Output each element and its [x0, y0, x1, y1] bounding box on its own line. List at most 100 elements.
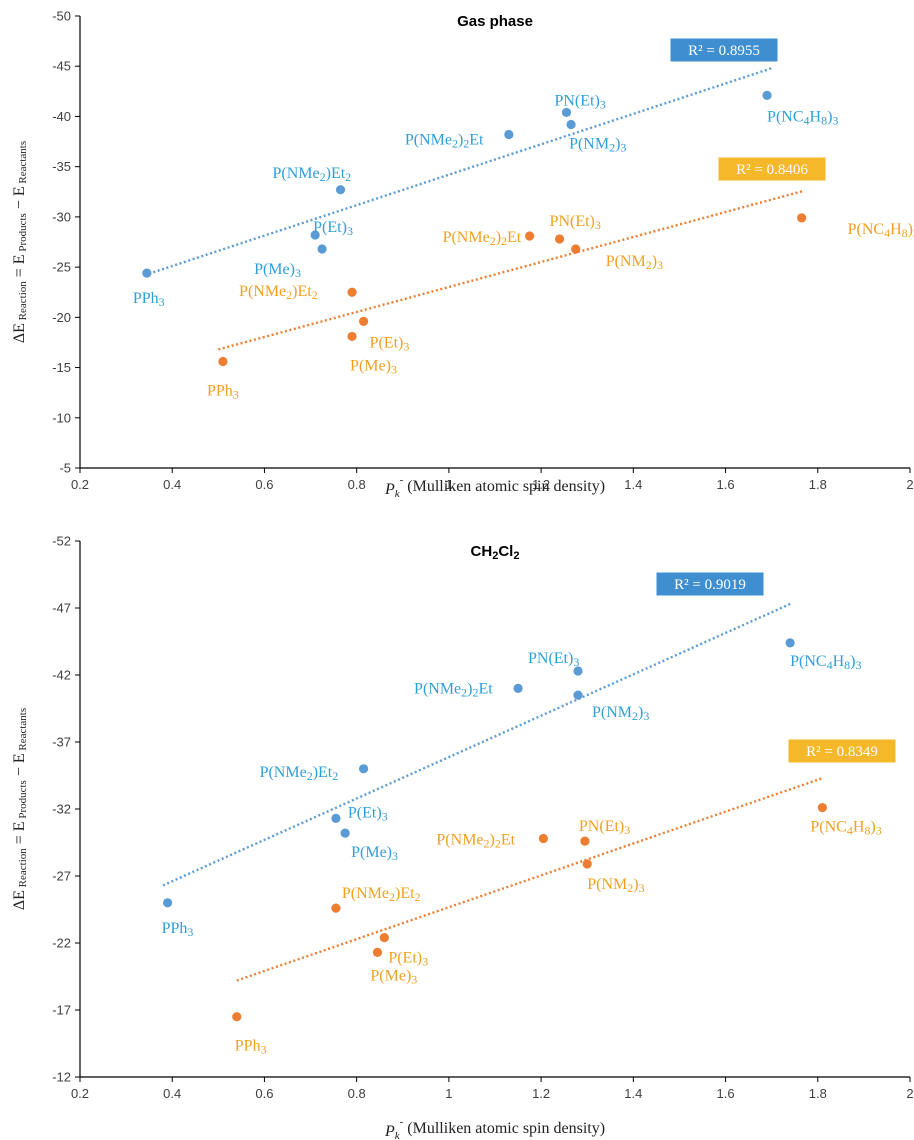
- x-tick-label: 0.2: [71, 477, 89, 492]
- chart-panel-ch2cl2: -12 -17 -22 -27 -32 -37 -42 -47 -52 0.2 0.4 0.6 0.8 1…: [11, 534, 914, 1140]
- y-tick-label: -42: [52, 668, 71, 683]
- point-label: P(NMe2)Et2: [260, 764, 339, 783]
- data-point: [331, 903, 341, 913]
- x-tick-label: 1.2: [532, 477, 550, 492]
- x-tick-label: 2: [906, 1086, 913, 1101]
- data-point: [310, 230, 320, 240]
- data-point: [379, 933, 389, 943]
- y-tick-label: -35: [52, 159, 71, 174]
- y-tick-label: -52: [52, 534, 71, 549]
- r-squared-badge: R² = 0.9019: [655, 571, 765, 597]
- series-orange: PPh3P(Me)3P(Et)3P(NMe2)Et2P(NMe2)2EtPN(E…: [232, 738, 897, 1057]
- x-tick-label: 0.8: [348, 1086, 366, 1101]
- x-tick-label: 1.6: [717, 1086, 735, 1101]
- x-tick-label: 0.4: [163, 1086, 181, 1101]
- point-label: P(NC4H8)3: [810, 819, 881, 838]
- y-tick-label: -22: [52, 936, 71, 951]
- chart-title: CH2Cl2: [471, 543, 520, 562]
- y-tick-label: -25: [52, 260, 71, 275]
- data-point: [232, 1012, 242, 1022]
- x-tick-label: 0.6: [255, 477, 273, 492]
- r-squared-label: R² = 0.9019: [674, 577, 746, 593]
- data-point: [566, 119, 576, 130]
- data-point: [335, 185, 346, 195]
- point-label: P(Me)3: [254, 261, 301, 280]
- data-point: [762, 90, 772, 100]
- x-axis-label: Pk- (Mulliken atomic spin density): [384, 474, 605, 500]
- chart-title: Gas phase: [457, 13, 533, 30]
- point-label: PPh3: [162, 920, 194, 939]
- data-point: [538, 833, 549, 844]
- trend-line: [218, 189, 805, 351]
- r-squared-label: R² = 0.8955: [688, 43, 760, 59]
- x-axis-label: Pk- (Mulliken atomic spin density): [384, 1116, 605, 1140]
- data-point: [580, 836, 590, 846]
- data-point: [317, 244, 327, 254]
- r-squared-box: [655, 571, 765, 597]
- point-label: P(NMe2)Et2: [239, 283, 318, 302]
- y-tick-label: -45: [52, 59, 71, 74]
- point-label: P(Me)3: [370, 967, 417, 986]
- point-label: P(NMe2)Et2: [342, 885, 421, 904]
- data-point: [163, 898, 173, 908]
- point-label: PN(Et)3: [550, 213, 601, 232]
- y-tick-label: -30: [52, 209, 71, 224]
- y-tick-label: -40: [52, 109, 71, 124]
- data-point: [785, 638, 795, 648]
- point-label: P(Et)3: [348, 804, 388, 823]
- x-tick-label: 1: [445, 1086, 452, 1101]
- r-squared-badge: R² = 0.8349: [787, 738, 897, 764]
- r-squared-badge: R² = 0.8955: [669, 37, 779, 63]
- series-blue: PPh3 P(Me)3 P(Et)3 P(NMe2)Et2 P(NMe2)2Et PN(E…: [133, 37, 838, 309]
- y-tick-label: -50: [52, 9, 71, 24]
- x-tick-label: 1.6: [717, 477, 735, 492]
- y-axis-label: ΔE Reaction = E Products − E Reactants: [11, 708, 29, 910]
- data-point: [347, 331, 357, 342]
- data-point: [142, 268, 152, 278]
- data-point: [347, 287, 357, 297]
- data-point: [571, 244, 581, 254]
- point-label: PN(Et)3: [554, 92, 605, 111]
- r-squared-box: [669, 37, 779, 63]
- point-label: PPh3: [207, 383, 239, 402]
- data-point: [554, 234, 565, 244]
- data-point: [372, 947, 383, 957]
- y-tick-label: -20: [52, 310, 71, 325]
- point-label: PPh3: [235, 1038, 267, 1057]
- point-label: P(NMe2)2Et: [405, 132, 484, 151]
- y-tick-label: -27: [52, 869, 71, 884]
- data-point: [817, 803, 827, 813]
- x-tick-label: 0.6: [255, 1086, 273, 1101]
- x-tick-label: 0.8: [348, 477, 366, 492]
- x-tick-label: 2: [906, 477, 913, 492]
- point-label: P(Et)3: [388, 950, 428, 969]
- r-squared-label: R² = 0.8349: [806, 744, 878, 760]
- y-tick-label: -15: [52, 360, 71, 375]
- y-tick-label: -47: [52, 601, 71, 616]
- y-tick-label: -32: [52, 802, 71, 817]
- trend-line: [236, 777, 823, 982]
- point-label: PN(Et)3: [528, 650, 579, 669]
- x-tick-label: 1.8: [809, 477, 827, 492]
- point-label: P(NMe2)Et2: [273, 165, 352, 184]
- point-label: PPh3: [133, 290, 165, 309]
- r-squared-box: [787, 738, 897, 764]
- data-point: [524, 231, 535, 241]
- r-squared-badge: R² = 0.8406: [717, 156, 827, 182]
- y-tick-label: -10: [52, 410, 71, 425]
- point-label: P(Me)3: [351, 844, 398, 863]
- point-label: P(NM2)3: [592, 704, 649, 723]
- point-label: P(Me)3: [350, 357, 397, 376]
- data-point: [582, 859, 592, 869]
- data-point: [504, 129, 514, 140]
- point-label: P(NM2)3: [569, 135, 626, 154]
- x-tick-label: 1.4: [624, 477, 642, 492]
- data-point: [573, 666, 583, 676]
- x-tick-label: 0.4: [163, 477, 181, 492]
- r-squared-box: [717, 156, 827, 182]
- y-axis-label: ΔE Reaction = E Products − E Reactants: [11, 141, 29, 343]
- y-tick-label: -12: [52, 1070, 71, 1085]
- chart-panel-gas-phase: -5 -10 -15 -20 -25 -30 -35 -40 -45 -50 0.2 0.4 0.6 0.…: [11, 9, 914, 500]
- data-point: [513, 683, 523, 694]
